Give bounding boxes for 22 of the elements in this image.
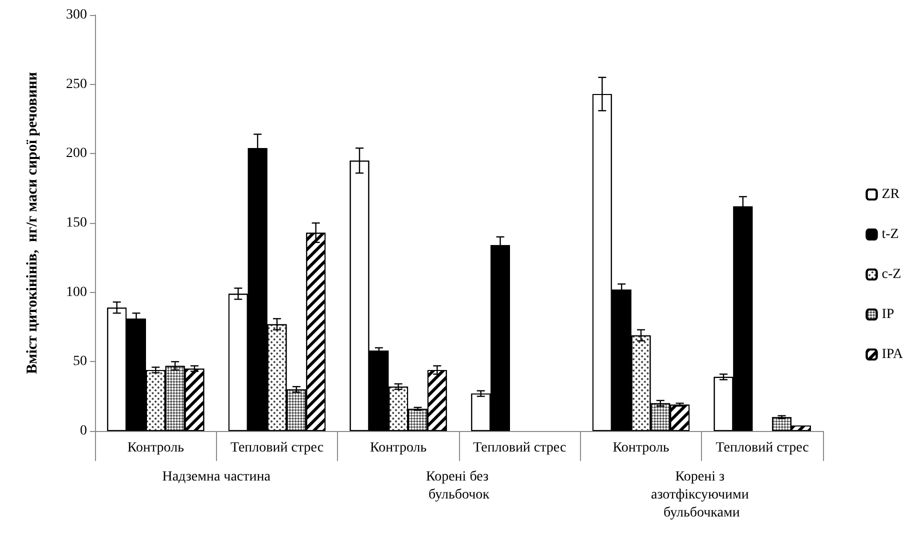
y-axis-title: Вміст цитокінінів, нг/г маси сирої речовини <box>24 72 40 374</box>
legend-label: t-Z <box>882 227 899 242</box>
x-tick-label: Контроль <box>612 440 670 456</box>
y-tick-label: 300 <box>66 8 87 22</box>
y-tick-label: 250 <box>66 76 87 92</box>
y-tick-label: 200 <box>66 146 87 162</box>
text: Корені без бульбочок <box>426 470 492 502</box>
x-tick-label: Тепловий стрес <box>230 440 324 456</box>
legend-label: ZR <box>882 187 900 202</box>
y-tick-label: 0 <box>80 424 87 438</box>
legend-label: IPA <box>882 347 904 362</box>
x-tick-label: Контроль <box>127 440 184 456</box>
x-tick-label: Тепловий стрес <box>473 440 566 456</box>
legend-label: IP <box>882 307 894 322</box>
y-tick-label: 50 <box>73 354 87 370</box>
text: Корені з азотфіксуючими бульбочками <box>650 470 752 520</box>
legend-label: c-Z <box>882 267 902 282</box>
y-tick-label: 100 <box>66 284 87 300</box>
x-tick-label: Контроль <box>370 440 427 456</box>
x-tick-label: Тепловий стрес <box>716 440 809 456</box>
y-tick-label: 150 <box>66 216 87 230</box>
text: Надземна частина <box>162 470 272 484</box>
